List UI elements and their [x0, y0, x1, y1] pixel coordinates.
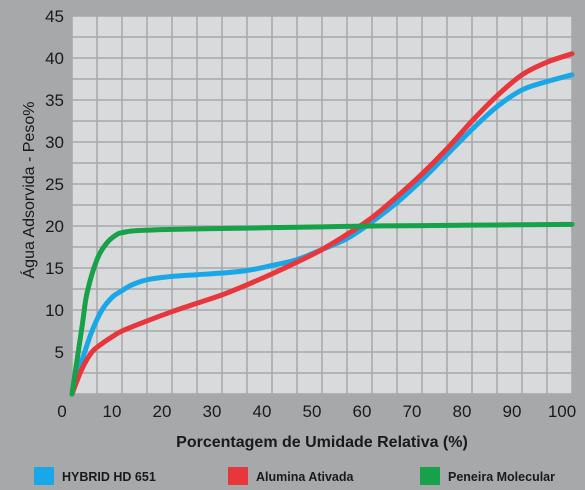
x-tick-label: 30 [203, 402, 222, 421]
series-line-alumina-ativada [69, 51, 575, 397]
legend-swatch-hybrid-hd-651 [34, 467, 54, 485]
x-axis-title: Porcentagem de Umidade Relativa (%) [176, 434, 468, 451]
y-tick-label: 30 [45, 133, 64, 152]
y-tick-label: 45 [45, 7, 64, 26]
x-tick-label: 50 [303, 402, 322, 421]
y-tick-label: 25 [45, 175, 64, 194]
series-line-hybrid-hd-651 [69, 72, 575, 397]
series-line-peneira-molecular [69, 221, 575, 397]
y-tick-label: 20 [45, 217, 64, 236]
y-axis-title: Água Adsorvida - Peso% [19, 102, 38, 279]
legend-swatch-peneira-molecular [420, 467, 440, 485]
y-tick-label: 10 [45, 301, 64, 320]
legend-label-alumina-ativada: Alumina Ativada [256, 470, 355, 484]
y-tick-label: 35 [45, 91, 64, 110]
x-tick-label: 60 [353, 402, 372, 421]
legend-label-peneira-molecular: Peneira Molecular [448, 470, 555, 484]
y-tick-label: 5 [55, 343, 64, 362]
grid [71, 15, 573, 395]
x-tick-labels: 0 10 20 30 40 50 60 70 80 90 100 [57, 402, 576, 421]
x-tick-label: 90 [503, 402, 522, 421]
x-tick-label: 80 [453, 402, 472, 421]
y-tick-label: 15 [45, 259, 64, 278]
x-tick-label: 70 [403, 402, 422, 421]
legend-swatch-alumina-ativada [228, 467, 248, 485]
legend-label-hybrid-hd-651: HYBRID HD 651 [62, 470, 156, 484]
series-lines [69, 51, 575, 397]
x-tick-label: 100 [548, 402, 576, 421]
y-tick-labels: 5 10 15 20 25 30 35 40 45 [45, 7, 64, 362]
y-tick-label: 40 [45, 49, 64, 68]
x-tick-label: 40 [253, 402, 272, 421]
x-tick-label: 10 [103, 402, 122, 421]
x-tick-label: 0 [57, 402, 66, 421]
legend: HYBRID HD 651 Alumina Ativada Peneira Mole… [34, 467, 555, 485]
x-tick-label: 20 [153, 402, 172, 421]
